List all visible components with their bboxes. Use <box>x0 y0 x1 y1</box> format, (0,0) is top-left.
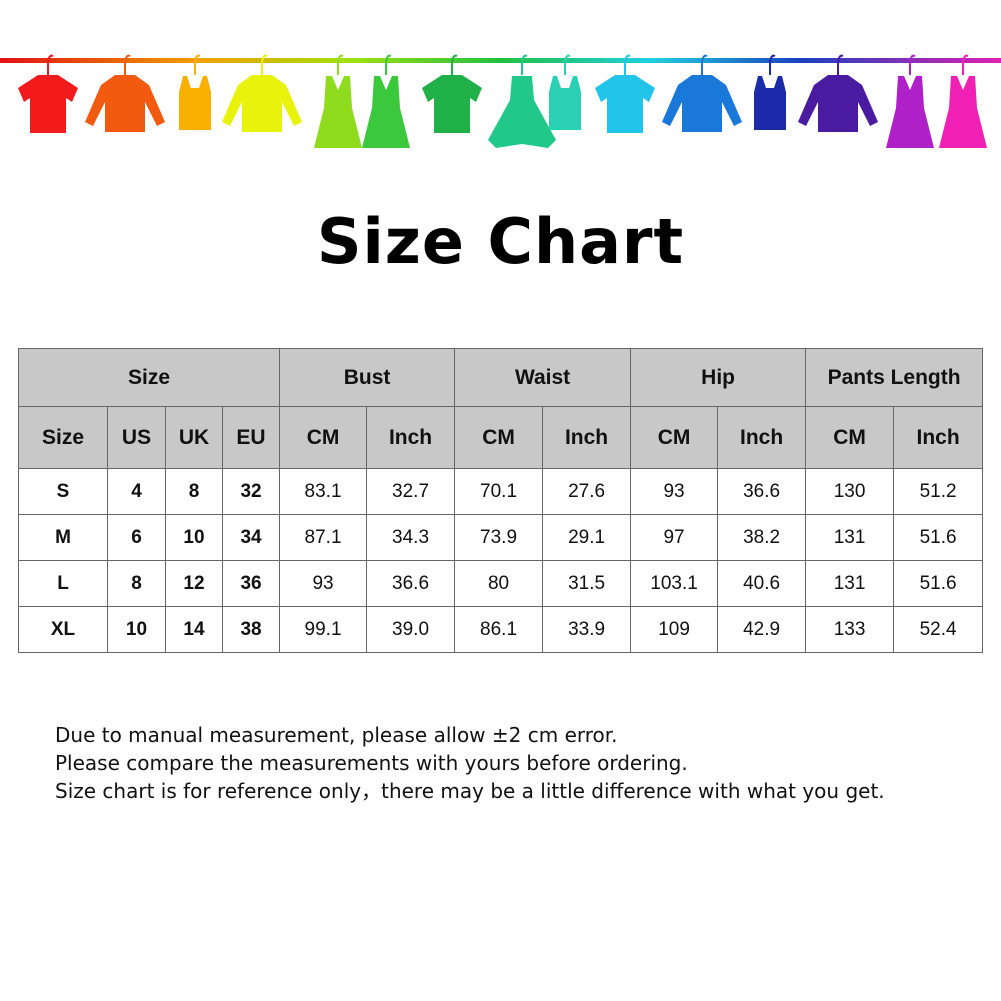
garment-sweater-icon <box>222 54 302 132</box>
clothes-rack-banner <box>0 54 1001 148</box>
page-title: Size Chart <box>316 205 685 278</box>
table-cell: 109 <box>630 606 719 653</box>
header-size: Size <box>17 348 281 407</box>
header-bust: Bust <box>279 348 456 407</box>
garment-tee-icon <box>422 54 482 133</box>
table-cell: 10 <box>165 514 223 561</box>
table-cell: 33.9 <box>542 606 632 653</box>
sub-header-cell: Inch <box>893 406 984 469</box>
table-cell: 6 <box>107 514 166 561</box>
table-cell: 130 <box>805 468 895 515</box>
table-cell: 87.1 <box>279 514 368 561</box>
notes: Due to manual measurement, please allow … <box>55 721 885 805</box>
table-cell: 73.9 <box>454 514 544 561</box>
sub-header-cell: EU <box>221 406 281 469</box>
garment-gown-icon <box>488 54 556 148</box>
table-cell: 32 <box>221 468 281 515</box>
garment-shirt-icon <box>662 54 742 132</box>
garment-dress-icon <box>362 54 410 148</box>
sub-header-row: Size US UK EU CM Inch CM Inch CM Inch CM Inch <box>18 406 984 469</box>
garment-dress-icon <box>886 54 934 148</box>
table-cell: 131 <box>805 560 895 607</box>
table-cell: 36.6 <box>717 468 807 515</box>
table-cell: 83.1 <box>279 468 368 515</box>
table-cell: S <box>18 468 108 515</box>
table-cell: 10 <box>107 606 166 653</box>
table-cell: 34 <box>221 514 281 561</box>
size-chart-table: Size Bust Waist Hip Pants Length Size US U… <box>17 348 984 653</box>
table-cell: 51.6 <box>893 514 984 561</box>
table-cell: 8 <box>107 560 166 607</box>
table-cell: 42.9 <box>717 606 807 653</box>
table-cell: 52.4 <box>893 606 984 653</box>
table-cell: 14 <box>165 606 223 653</box>
table-cell: 99.1 <box>279 606 368 653</box>
garment-tank-icon <box>754 54 786 130</box>
garment-tee-icon <box>18 54 78 133</box>
header-hip: Hip <box>630 348 807 407</box>
note-line: Due to manual measurement, please allow … <box>55 723 618 747</box>
table-cell: 12 <box>165 560 223 607</box>
garment-sweater-icon <box>798 54 878 132</box>
sub-header-cell: Inch <box>542 406 632 469</box>
garment-tank-icon <box>549 54 581 130</box>
table-cell: 31.5 <box>542 560 632 607</box>
garment-dress-icon <box>939 54 987 148</box>
table-cell: 93 <box>630 468 719 515</box>
note-line: Please compare the measurements with you… <box>55 751 688 775</box>
sub-header-cell: CM <box>805 406 895 469</box>
sub-header-cell: Inch <box>717 406 807 469</box>
table-cell: L <box>18 560 108 607</box>
table-cell: 8 <box>165 468 223 515</box>
table-cell: 86.1 <box>454 606 544 653</box>
table-cell: 36 <box>221 560 281 607</box>
table-cell: 27.6 <box>542 468 632 515</box>
sub-header-cell: Inch <box>366 406 456 469</box>
sub-header-cell: Size <box>18 406 108 469</box>
garment-tank-icon <box>179 54 211 130</box>
table-cell: 133 <box>805 606 895 653</box>
table-cell: 70.1 <box>454 468 544 515</box>
table-cell: 103.1 <box>630 560 719 607</box>
garment-dress-icon <box>314 54 362 148</box>
table-cell: 29.1 <box>542 514 632 561</box>
table-cell: XL <box>18 606 108 653</box>
table-cell: 32.7 <box>366 468 456 515</box>
garment-shirt-icon <box>85 54 165 132</box>
sub-header-cell: CM <box>279 406 368 469</box>
table-cell: 40.6 <box>717 560 807 607</box>
table-row: M 6 10 34 87.1 34.3 73.9 29.1 97 38.2 131 51.6 <box>18 514 984 561</box>
sub-header-cell: CM <box>454 406 544 469</box>
hanging-rod <box>0 58 1001 63</box>
table-cell: M <box>18 514 108 561</box>
table-cell: 97 <box>630 514 719 561</box>
header-group-row: Size Bust Waist Hip Pants Length <box>17 348 984 407</box>
sub-header-cell: CM <box>630 406 719 469</box>
table-cell: 34.3 <box>366 514 456 561</box>
table-cell: 4 <box>107 468 166 515</box>
sub-header-cell: UK <box>165 406 223 469</box>
table-row: L 8 12 36 93 36.6 80 31.5 103.1 40.6 131 51.6 <box>18 560 984 607</box>
sub-header-cell: US <box>107 406 166 469</box>
table-cell: 38 <box>221 606 281 653</box>
table-cell: 93 <box>279 560 368 607</box>
table-row: XL 10 14 38 99.1 39.0 86.1 33.9 109 42.9 133 52.4 <box>18 606 984 653</box>
table-cell: 36.6 <box>366 560 456 607</box>
header-waist: Waist <box>454 348 632 407</box>
table-cell: 51.2 <box>893 468 984 515</box>
table-cell: 38.2 <box>717 514 807 561</box>
table-cell: 80 <box>454 560 544 607</box>
table-cell: 131 <box>805 514 895 561</box>
garment-tee-icon <box>595 54 655 133</box>
header-pants-length: Pants Length <box>805 348 984 407</box>
table-cell: 39.0 <box>366 606 456 653</box>
table-cell: 51.6 <box>893 560 984 607</box>
note-line: Size chart is for reference only，there m… <box>55 779 885 803</box>
table-row: S 4 8 32 83.1 32.7 70.1 27.6 93 36.6 130 51.2 <box>18 468 984 515</box>
